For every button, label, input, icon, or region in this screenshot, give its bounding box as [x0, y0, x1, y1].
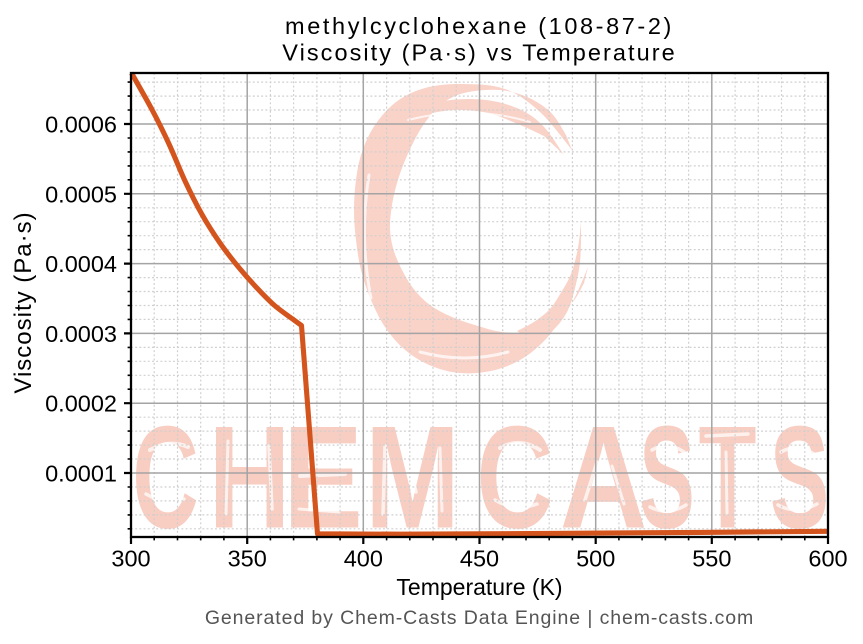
- svg-text:Viscosity (Pa·s): Viscosity (Pa·s): [10, 211, 37, 393]
- svg-text:550: 550: [692, 546, 731, 572]
- svg-text:Generated by Chem-Casts Data E: Generated by Chem-Casts Data Engine | ch…: [205, 607, 754, 629]
- svg-text:Viscosity (Pa·s) vs Temperatur: Viscosity (Pa·s) vs Temperature: [282, 39, 676, 65]
- svg-text:0.0004: 0.0004: [45, 251, 117, 277]
- svg-text:Temperature (K): Temperature (K): [396, 574, 562, 600]
- svg-text:300: 300: [111, 546, 150, 572]
- svg-text:H: H: [208, 395, 290, 559]
- svg-text:0.0006: 0.0006: [45, 112, 117, 138]
- svg-text:C: C: [132, 396, 198, 559]
- svg-text:350: 350: [228, 546, 267, 572]
- svg-text:500: 500: [576, 546, 615, 572]
- svg-text:450: 450: [460, 546, 499, 572]
- svg-text:0.0005: 0.0005: [45, 181, 117, 207]
- svg-text:0.0001: 0.0001: [45, 461, 117, 487]
- svg-text:methylcyclohexane (108-87-2): methylcyclohexane (108-87-2): [285, 13, 674, 39]
- svg-text:600: 600: [808, 546, 847, 572]
- svg-text:400: 400: [344, 546, 383, 572]
- svg-text:S: S: [770, 396, 829, 559]
- svg-text:0.0003: 0.0003: [45, 321, 117, 347]
- svg-text:0.0002: 0.0002: [45, 391, 117, 417]
